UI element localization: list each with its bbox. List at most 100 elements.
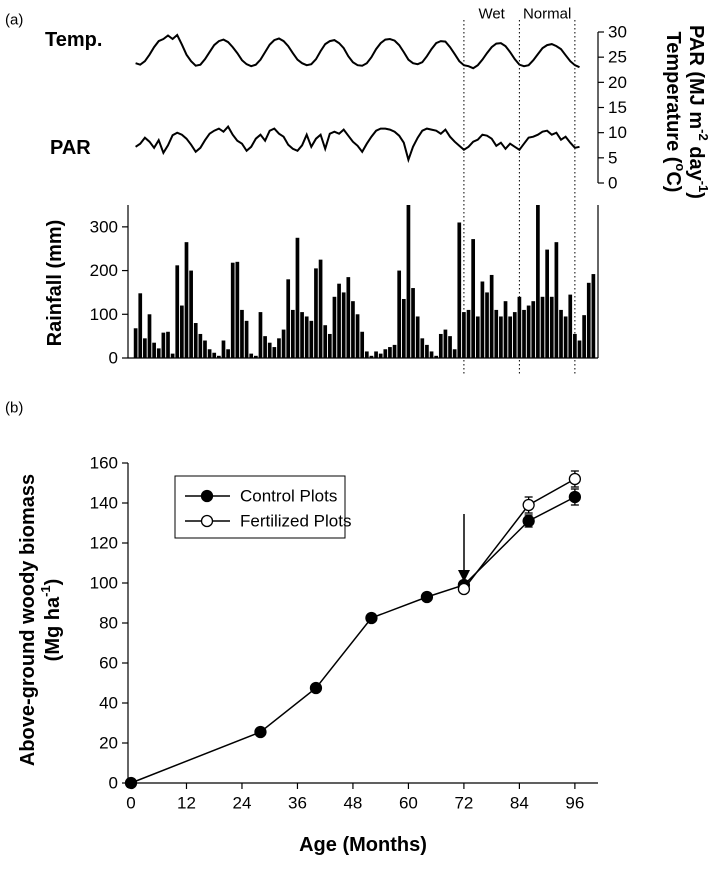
rain-bar bbox=[175, 265, 180, 358]
axis-label: PAR (MJ m-2 day-1) bbox=[685, 25, 711, 199]
rain-bar bbox=[503, 301, 508, 358]
y2-tick-label: 5 bbox=[608, 148, 617, 167]
climate-line bbox=[135, 124, 580, 164]
rain-bar bbox=[559, 309, 563, 358]
label-part: Temperature ( bbox=[662, 32, 684, 164]
arrow-head bbox=[458, 570, 470, 582]
axis-label: Temperature (oC) bbox=[662, 32, 688, 193]
rain-bar bbox=[425, 344, 429, 358]
x-tick-label: 36 bbox=[288, 794, 307, 813]
y-axis-label: Rainfall (mm) bbox=[44, 220, 66, 347]
rain-bar bbox=[189, 270, 193, 358]
rain-bar bbox=[499, 316, 503, 358]
rain-bar bbox=[277, 338, 281, 358]
rain-bar bbox=[281, 329, 286, 358]
y-tick-label: 40 bbox=[99, 694, 118, 713]
rain-bar bbox=[346, 277, 351, 358]
panel-label: (a) bbox=[5, 12, 23, 29]
x-tick-label: 48 bbox=[343, 794, 362, 813]
rain-bar bbox=[161, 332, 166, 358]
rain-bar bbox=[341, 292, 346, 358]
rain-bar bbox=[438, 333, 443, 358]
rain-bar bbox=[457, 222, 462, 358]
rain-bar bbox=[207, 349, 212, 358]
legend-marker bbox=[200, 514, 214, 528]
y-tick-label: 200 bbox=[90, 261, 118, 280]
x-tick-label: 72 bbox=[454, 794, 473, 813]
rain-bar bbox=[152, 342, 156, 358]
y2-tick-label: 25 bbox=[608, 48, 627, 67]
rain-bar bbox=[489, 274, 494, 358]
rain-bar bbox=[133, 328, 138, 358]
rain-bar bbox=[374, 351, 378, 358]
rain-bar bbox=[526, 305, 531, 358]
rain-bar bbox=[383, 349, 388, 358]
rain-bar bbox=[226, 349, 230, 358]
rain-bar bbox=[318, 259, 323, 358]
series-label: PAR bbox=[50, 137, 91, 159]
rain-bar bbox=[512, 312, 517, 358]
marker bbox=[457, 582, 471, 596]
label-part: ) bbox=[42, 579, 64, 586]
superscript: -1 bbox=[38, 585, 53, 597]
rain-bar bbox=[156, 348, 161, 358]
y-tick-label: 140 bbox=[90, 494, 118, 513]
rain-bar bbox=[494, 309, 499, 358]
marker bbox=[568, 490, 582, 504]
rain-bar bbox=[332, 296, 337, 358]
rain-bar bbox=[355, 314, 360, 358]
axis-label: (Mg ha-1) bbox=[38, 579, 64, 662]
rain-bar bbox=[480, 281, 485, 358]
rain-bar bbox=[448, 336, 452, 358]
rain-bar bbox=[309, 320, 314, 358]
rain-bar bbox=[369, 355, 374, 358]
rain-bar bbox=[240, 309, 244, 358]
rain-bar bbox=[475, 316, 480, 358]
rain-bar bbox=[434, 355, 439, 358]
y2-tick-label: 30 bbox=[608, 23, 627, 42]
x-tick-label: 96 bbox=[565, 794, 584, 813]
rain-bar bbox=[545, 249, 549, 358]
rain-bar bbox=[272, 347, 277, 358]
y-tick-label: 100 bbox=[90, 574, 118, 593]
rain-bar bbox=[212, 352, 217, 358]
rain-bar bbox=[443, 329, 448, 358]
y2-tick-label: 10 bbox=[608, 123, 627, 142]
rain-bar bbox=[397, 270, 402, 358]
rain-bar bbox=[466, 309, 471, 358]
rain-bar bbox=[203, 340, 207, 358]
rain-bar bbox=[253, 355, 258, 358]
rain-bar bbox=[193, 323, 198, 358]
period-label: Wet bbox=[478, 6, 505, 23]
axis-label: Above-ground woody biomass bbox=[17, 474, 39, 766]
marker bbox=[365, 611, 378, 625]
rain-bar bbox=[531, 301, 536, 358]
legend-marker bbox=[200, 489, 214, 503]
y-tick-label: 20 bbox=[99, 734, 118, 753]
rain-bar bbox=[170, 353, 175, 358]
rain-bar bbox=[573, 333, 577, 358]
x-tick-label: 12 bbox=[177, 794, 196, 813]
rain-bar bbox=[360, 331, 365, 358]
superscript: -2 bbox=[696, 129, 711, 141]
y2-tick-label: 0 bbox=[608, 174, 617, 193]
rain-bar bbox=[406, 205, 411, 358]
panel-label: (b) bbox=[5, 400, 23, 417]
series-line bbox=[130, 496, 576, 784]
rain-bar bbox=[540, 296, 545, 358]
rain-bar bbox=[388, 347, 392, 358]
rain-bar bbox=[420, 338, 425, 358]
rain-bar bbox=[401, 298, 406, 358]
rain-bar bbox=[267, 342, 272, 358]
rain-bar bbox=[327, 333, 332, 358]
marker bbox=[522, 514, 535, 528]
rain-bar bbox=[337, 283, 341, 358]
rain-bar bbox=[198, 333, 203, 358]
rain-bar bbox=[286, 279, 291, 358]
rain-bar bbox=[591, 274, 596, 358]
rain-bar bbox=[166, 331, 170, 358]
y-tick-label: 60 bbox=[99, 654, 118, 673]
rain-bar bbox=[549, 296, 554, 358]
rain-bar bbox=[586, 282, 591, 358]
marker bbox=[522, 498, 535, 512]
